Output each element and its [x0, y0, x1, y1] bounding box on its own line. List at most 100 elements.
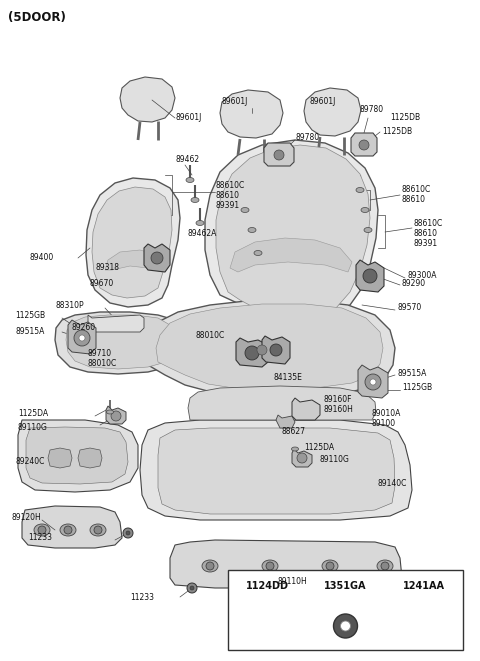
Polygon shape — [158, 428, 395, 514]
Text: 89780: 89780 — [296, 134, 320, 143]
Polygon shape — [292, 449, 312, 467]
Circle shape — [151, 252, 163, 264]
Text: 89601J: 89601J — [310, 98, 336, 106]
Ellipse shape — [34, 524, 50, 536]
Text: 11233: 11233 — [28, 533, 52, 543]
Text: 1125DB: 1125DB — [382, 126, 412, 136]
Polygon shape — [356, 260, 384, 292]
Circle shape — [38, 526, 46, 534]
Text: 89400: 89400 — [30, 253, 54, 262]
Circle shape — [363, 269, 377, 283]
Polygon shape — [216, 145, 370, 315]
Text: 1125DA: 1125DA — [304, 444, 334, 453]
Text: 89780: 89780 — [360, 106, 384, 114]
Ellipse shape — [191, 198, 199, 202]
Ellipse shape — [202, 560, 218, 572]
Ellipse shape — [90, 524, 106, 536]
Text: 88610C: 88610C — [216, 182, 245, 190]
Polygon shape — [86, 178, 180, 307]
Circle shape — [297, 453, 307, 463]
Text: 89300A: 89300A — [407, 272, 436, 280]
Polygon shape — [66, 315, 175, 369]
Ellipse shape — [186, 178, 194, 182]
Ellipse shape — [262, 560, 278, 572]
Text: 1125GB: 1125GB — [15, 311, 45, 321]
Ellipse shape — [361, 208, 369, 212]
Text: 89601J: 89601J — [176, 114, 203, 122]
Circle shape — [365, 374, 381, 390]
Polygon shape — [26, 427, 128, 484]
Text: 88010C: 88010C — [88, 360, 117, 368]
Polygon shape — [105, 250, 165, 272]
Polygon shape — [276, 415, 295, 428]
Text: 1124DD: 1124DD — [246, 581, 288, 591]
Text: 89290: 89290 — [402, 278, 426, 288]
Circle shape — [79, 335, 85, 341]
Circle shape — [334, 614, 358, 638]
Circle shape — [326, 562, 334, 570]
Text: 88010C: 88010C — [195, 330, 224, 340]
Polygon shape — [144, 244, 170, 272]
Text: 88610: 88610 — [402, 196, 426, 204]
Polygon shape — [78, 448, 102, 468]
Circle shape — [370, 379, 376, 385]
Ellipse shape — [322, 560, 338, 572]
Polygon shape — [170, 540, 402, 588]
Circle shape — [64, 526, 72, 534]
Polygon shape — [304, 88, 361, 136]
Text: 89120H: 89120H — [12, 514, 42, 522]
Circle shape — [94, 526, 102, 534]
Polygon shape — [68, 320, 96, 354]
Polygon shape — [264, 143, 294, 166]
Polygon shape — [230, 238, 352, 272]
Polygon shape — [358, 365, 388, 398]
Text: 89391: 89391 — [414, 239, 438, 247]
Text: 89515A: 89515A — [397, 368, 426, 377]
Text: 88610C: 88610C — [402, 186, 431, 194]
Polygon shape — [220, 90, 283, 138]
Text: 1125DB: 1125DB — [390, 114, 420, 122]
Text: 89391: 89391 — [216, 200, 240, 210]
Circle shape — [206, 562, 214, 570]
Polygon shape — [292, 398, 320, 420]
FancyBboxPatch shape — [228, 570, 463, 650]
Ellipse shape — [356, 188, 364, 192]
Text: 1241AA: 1241AA — [403, 581, 445, 591]
Polygon shape — [22, 506, 122, 548]
Text: 88310P: 88310P — [55, 301, 84, 311]
Text: 89462: 89462 — [175, 155, 199, 165]
Circle shape — [190, 586, 194, 590]
Text: 1125GB: 1125GB — [402, 383, 432, 393]
Polygon shape — [351, 133, 377, 156]
Ellipse shape — [254, 251, 262, 256]
Polygon shape — [106, 406, 126, 424]
Polygon shape — [145, 300, 395, 397]
Text: 1125DA: 1125DA — [18, 410, 48, 418]
Polygon shape — [48, 448, 72, 468]
Circle shape — [266, 562, 274, 570]
Text: 89110H: 89110H — [277, 578, 307, 586]
Text: 88610: 88610 — [414, 229, 438, 239]
Text: 89100: 89100 — [372, 418, 396, 428]
Polygon shape — [205, 140, 378, 318]
Circle shape — [381, 562, 389, 570]
Text: 88627: 88627 — [282, 428, 306, 436]
Circle shape — [126, 531, 130, 535]
Circle shape — [359, 140, 369, 150]
Circle shape — [340, 621, 350, 631]
Polygon shape — [236, 338, 268, 367]
Ellipse shape — [364, 227, 372, 233]
Polygon shape — [188, 386, 376, 420]
Text: 1351GA: 1351GA — [324, 581, 367, 591]
Circle shape — [270, 344, 282, 356]
Circle shape — [245, 346, 259, 360]
Ellipse shape — [241, 208, 249, 212]
Text: 89670: 89670 — [90, 280, 114, 288]
Text: 89515A: 89515A — [15, 327, 44, 336]
Ellipse shape — [107, 410, 113, 414]
Polygon shape — [92, 187, 172, 298]
Polygon shape — [120, 77, 175, 122]
Text: 89110G: 89110G — [18, 424, 48, 432]
Circle shape — [274, 150, 284, 160]
Text: 89160H: 89160H — [324, 405, 354, 414]
